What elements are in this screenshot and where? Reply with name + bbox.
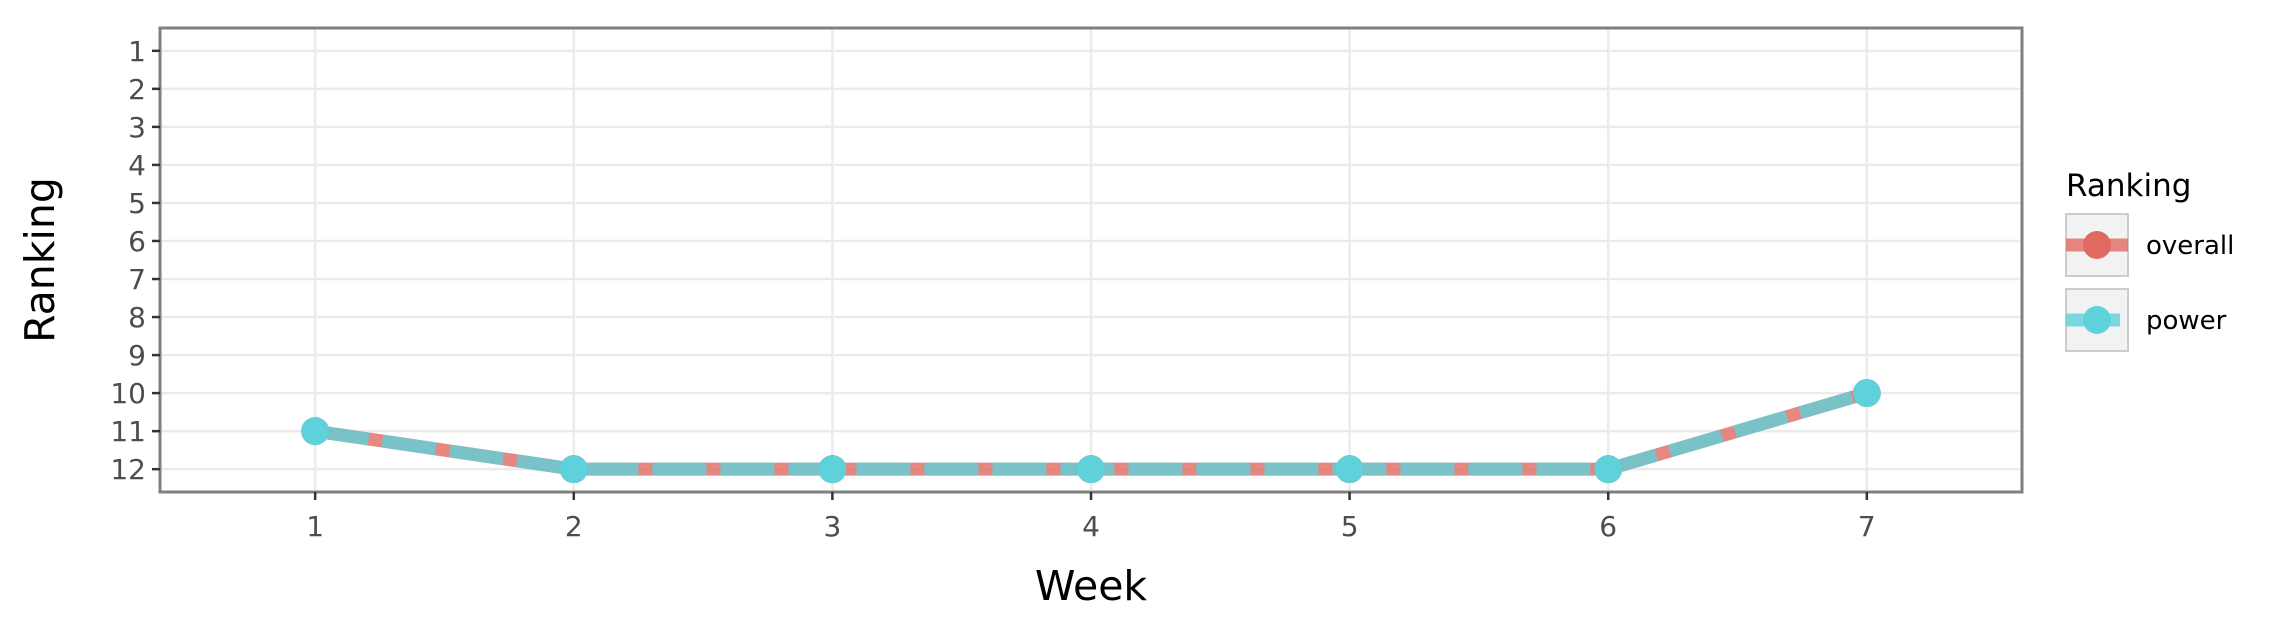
- y-tick-label: 10: [110, 377, 146, 410]
- y-tick-label: 11: [110, 415, 146, 448]
- x-tick-label: 3: [823, 510, 841, 543]
- y-tick-label: 12: [110, 453, 146, 486]
- gridlines: [160, 28, 2022, 492]
- x-tick-label: 4: [1082, 510, 1100, 543]
- data-point-power: [1594, 455, 1623, 484]
- y-tick-label: 4: [128, 149, 146, 182]
- x-tick-label: 5: [1341, 510, 1359, 543]
- legend-label-overall: overall: [2146, 231, 2234, 261]
- x-axis-title: Week: [1035, 562, 1148, 610]
- data-point-power: [559, 455, 588, 484]
- data-point-power: [818, 455, 847, 484]
- series-layer: [301, 379, 1881, 484]
- y-axis-title: Ranking: [16, 177, 64, 343]
- y-tick-label: 7: [128, 263, 146, 296]
- data-point-power: [301, 417, 330, 446]
- x-tick-label: 2: [565, 510, 583, 543]
- legend-title: Ranking: [2066, 168, 2191, 204]
- y-tick-label: 9: [128, 339, 146, 372]
- legend: Ranking overall power: [2065, 168, 2234, 352]
- x-axis: 1 2 3 4 5 6 7: [306, 492, 1876, 543]
- data-point-power: [1077, 455, 1105, 484]
- y-tick-label: 6: [128, 225, 146, 258]
- y-tick-label: 1: [128, 35, 146, 68]
- data-point-power: [1852, 379, 1881, 408]
- x-tick-label: 6: [1599, 510, 1617, 543]
- legend-marker-overall: [2083, 231, 2111, 259]
- legend-label-power: power: [2146, 306, 2227, 336]
- y-tick-label: 2: [128, 73, 146, 106]
- y-tick-label: 3: [128, 111, 146, 144]
- x-tick-label: 1: [306, 510, 324, 543]
- x-tick-label: 7: [1858, 510, 1876, 543]
- legend-marker-power: [2083, 306, 2111, 334]
- y-tick-label: 5: [128, 187, 146, 220]
- data-point-power: [1335, 455, 1364, 484]
- y-tick-label: 8: [128, 301, 146, 334]
